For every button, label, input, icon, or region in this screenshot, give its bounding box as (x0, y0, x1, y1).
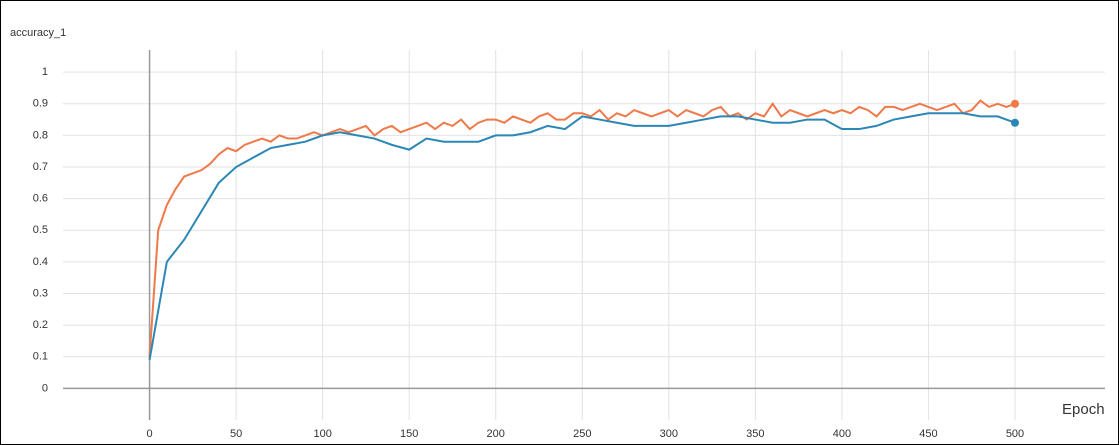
x-tick-label: 100 (313, 428, 331, 440)
y-tick-label: 0 (42, 382, 48, 394)
frame (1, 1, 1119, 445)
y-tick-label: 0.6 (33, 193, 48, 205)
x-tick-label: 500 (1006, 428, 1024, 440)
y-tick-label: 0.7 (33, 161, 48, 173)
x-tick-label: 200 (487, 428, 505, 440)
x-tick-label: 450 (919, 428, 937, 440)
x-tick-label: 400 (833, 428, 851, 440)
x-tick-label: 50 (230, 428, 242, 440)
x-tick-label: 150 (400, 428, 418, 440)
x-tick-label: 300 (660, 428, 678, 440)
y-tick-label: 0.8 (33, 129, 48, 141)
end-point (1011, 100, 1019, 108)
y-tick-label: 0.1 (33, 351, 48, 363)
x-tick-label: 350 (746, 428, 764, 440)
y-tick-label: 0.5 (33, 224, 48, 236)
x-tick-label: 250 (573, 428, 591, 440)
chart: accuracy_1 Epoch 0 0.1 0.2 0.3 0.4 0.5 0.6 0.7 0… (0, 0, 1119, 445)
x-axis-label: Epoch (1062, 401, 1105, 418)
y-tick-label: 0.9 (33, 98, 48, 110)
x-tick-label: 0 (146, 428, 152, 440)
chart-title: accuracy_1 (10, 27, 66, 39)
y-tick-label: 0.2 (33, 319, 48, 331)
page: {"chart_data": {"type": "line", "title":… (0, 0, 1119, 445)
y-tick-label: 0.3 (33, 287, 48, 299)
end-point (1011, 119, 1019, 127)
y-tick-label: 0.4 (33, 256, 48, 268)
y-tick-label: 1 (42, 66, 48, 78)
